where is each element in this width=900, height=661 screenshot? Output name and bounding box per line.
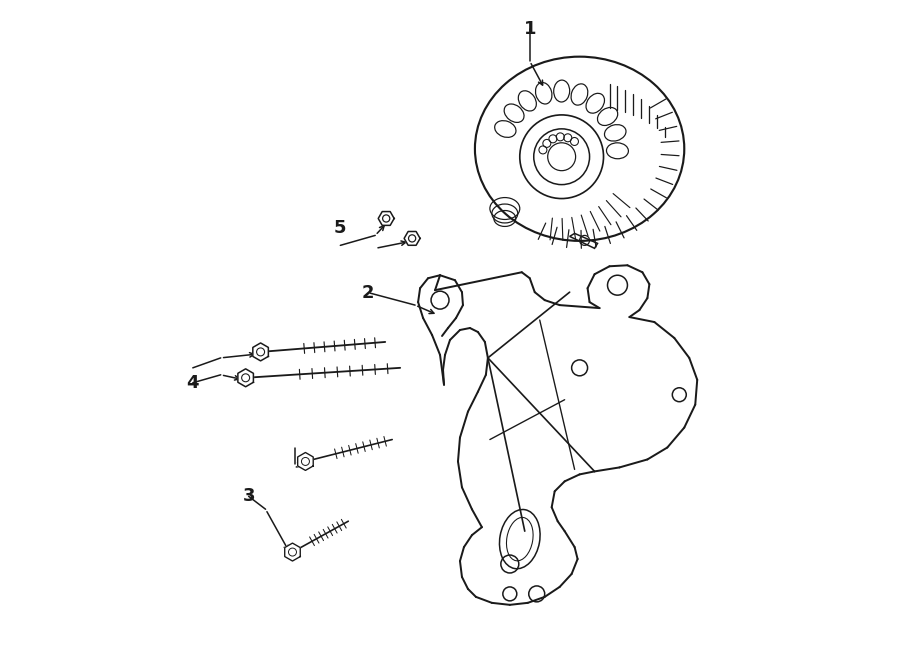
Circle shape — [285, 545, 300, 559]
Text: 2: 2 — [362, 284, 374, 302]
Polygon shape — [238, 369, 254, 387]
Text: 1: 1 — [524, 20, 536, 38]
Polygon shape — [284, 543, 301, 561]
Circle shape — [299, 455, 312, 469]
Text: 3: 3 — [242, 487, 255, 505]
Polygon shape — [378, 212, 394, 225]
Polygon shape — [404, 231, 420, 245]
Text: 5: 5 — [334, 219, 346, 237]
Text: 4: 4 — [186, 373, 199, 392]
Circle shape — [238, 371, 253, 385]
Circle shape — [254, 345, 267, 359]
Polygon shape — [298, 453, 313, 471]
Polygon shape — [253, 343, 268, 361]
